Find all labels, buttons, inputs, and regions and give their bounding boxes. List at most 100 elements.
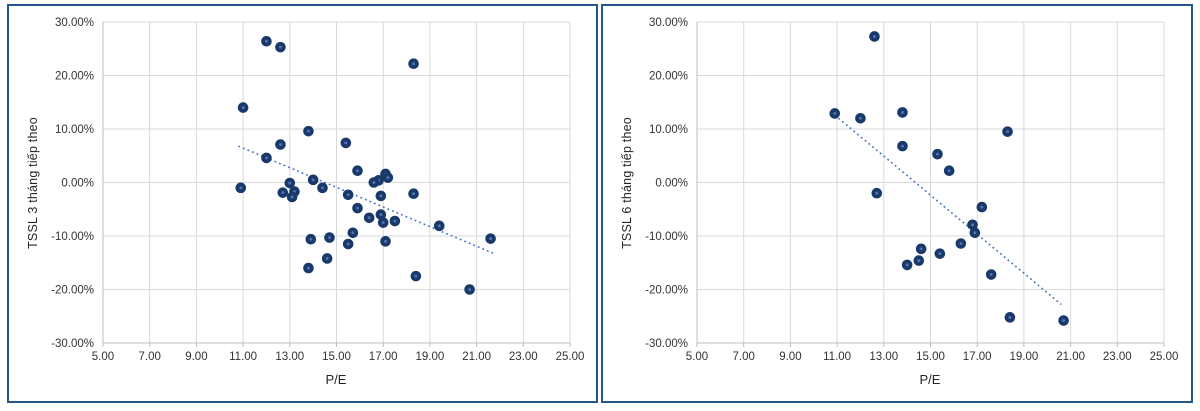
x-axis-title-6m: P/E — [919, 372, 941, 387]
data-point-center — [875, 191, 879, 195]
data-point-center — [344, 141, 348, 145]
y-tick-label: 10.00% — [649, 124, 688, 136]
data-point-center — [468, 288, 472, 291]
data-point-center — [346, 242, 350, 246]
data-point-center — [919, 247, 923, 251]
x-tick-label: 19.00 — [416, 351, 445, 363]
data-point-center — [288, 181, 292, 185]
x-tick-label: 11.00 — [229, 351, 257, 363]
chart-area-6m: 30.00% 20.00% 10.00% 0.00% -10.00% -20.00% -30… — [603, 6, 1191, 401]
x-tick-label: 7.00 — [733, 351, 755, 363]
data-point-center — [1062, 319, 1066, 323]
data-point-center — [346, 193, 350, 197]
data-point-center — [239, 186, 243, 190]
y-tick-label: -10.00% — [51, 231, 94, 243]
x-tick-label: 21.00 — [1056, 351, 1085, 363]
data-point-center — [989, 273, 993, 277]
data-point-center — [281, 191, 285, 195]
y-tick-label: 0.00% — [61, 178, 94, 190]
x-tick-label: 13.00 — [869, 351, 898, 363]
y-tick-label: 20.00% — [649, 71, 688, 83]
trendline — [238, 145, 494, 254]
data-point-center — [372, 181, 376, 184]
x-tick-label: 21.00 — [462, 351, 491, 363]
data-point-center — [386, 176, 390, 180]
data-point-center — [917, 259, 921, 263]
data-point-center — [971, 223, 975, 227]
y-tick-label: 20.00% — [55, 71, 94, 83]
data-point-center — [241, 106, 245, 110]
x-tick-label: 23.00 — [1103, 351, 1132, 363]
data-point-center — [351, 231, 355, 235]
data-point-center — [858, 116, 862, 120]
x-tick-label: 5.00 — [92, 351, 114, 363]
data-point-center — [379, 194, 383, 198]
data-point-center — [356, 206, 360, 210]
y-tick-label: 0.00% — [655, 178, 688, 190]
data-point-center — [872, 34, 876, 38]
data-point-center — [278, 45, 282, 49]
data-point-center — [264, 156, 268, 160]
y-tick-label: -20.00% — [645, 285, 688, 297]
x-tick-label: 13.00 — [275, 351, 304, 363]
trendline — [834, 114, 1062, 306]
data-point-center — [356, 169, 360, 173]
data-point-center — [309, 237, 313, 241]
data-point-center — [1008, 315, 1012, 319]
scatter-chart-3-month: 30.00% 20.00% 10.00% 0.00% -10.00% -20.00% -30… — [7, 4, 598, 403]
x-tick-label: 15.00 — [322, 351, 351, 363]
data-point-center — [290, 195, 294, 199]
data-point-center — [393, 219, 397, 223]
x-tick-label: 11.00 — [823, 351, 851, 363]
data-point-center — [367, 216, 371, 220]
data-point-center — [959, 241, 963, 245]
y-tick-label: -30.00% — [51, 338, 94, 350]
x-tick-label: 9.00 — [779, 351, 801, 363]
data-point-center — [306, 266, 310, 270]
y-tick-label: 30.00% — [55, 17, 94, 29]
data-point-center — [412, 192, 416, 196]
data-point-center — [900, 110, 904, 114]
x-tick-label: 7.00 — [139, 351, 161, 363]
x-tick-label: 17.00 — [963, 351, 992, 363]
data-point-center — [325, 256, 329, 260]
data-point-center — [437, 224, 441, 228]
plot-3m: 30.00% 20.00% 10.00% 0.00% -10.00% -20.00% -30… — [51, 17, 585, 363]
plot-6m: 30.00% 20.00% 10.00% 0.00% -10.00% -20.00% -30… — [645, 17, 1179, 363]
data-point-center — [384, 239, 388, 243]
data-point-center — [938, 252, 942, 256]
data-point-center — [327, 236, 331, 240]
data-point-center — [306, 129, 310, 133]
data-point-center — [905, 263, 909, 267]
x-tick-label: 9.00 — [185, 351, 207, 363]
y-tick-label: 30.00% — [649, 17, 688, 29]
y-tick-label: -20.00% — [51, 285, 94, 297]
data-point-center — [311, 178, 315, 182]
data-point-center — [278, 143, 282, 147]
y-tick-label: -30.00% — [645, 338, 688, 350]
x-tick-label: 15.00 — [916, 351, 945, 363]
data-point-center — [947, 169, 951, 173]
y-tick-label: 10.00% — [55, 124, 94, 136]
data-point-center — [1006, 130, 1010, 134]
data-point-center — [414, 274, 418, 278]
scatter-chart-6-month: 30.00% 20.00% 10.00% 0.00% -10.00% -20.00% -30… — [601, 4, 1193, 403]
data-point-center — [320, 186, 324, 190]
data-point-center — [973, 231, 977, 235]
x-tick-label: 5.00 — [686, 351, 708, 363]
x-axis-title-3m: P/E — [325, 372, 347, 387]
y-axis-title-3m: TSSL 3 tháng tiếp theo — [26, 117, 40, 249]
data-point-center — [833, 111, 837, 115]
data-point-center — [379, 213, 383, 217]
x-tick-label: 25.00 — [1150, 351, 1179, 363]
y-tick-label: -10.00% — [645, 231, 688, 243]
x-tick-label: 23.00 — [509, 351, 538, 363]
y-axis-title-6m: TSSL 6 tháng tiếp theo — [620, 117, 634, 249]
data-point-center — [936, 152, 940, 156]
data-point-center — [264, 39, 268, 43]
x-tick-label: 25.00 — [556, 351, 585, 363]
data-point-center — [980, 205, 984, 209]
chart-area-3m: 30.00% 20.00% 10.00% 0.00% -10.00% -20.00% -30… — [9, 6, 596, 401]
data-point-center — [412, 62, 416, 66]
